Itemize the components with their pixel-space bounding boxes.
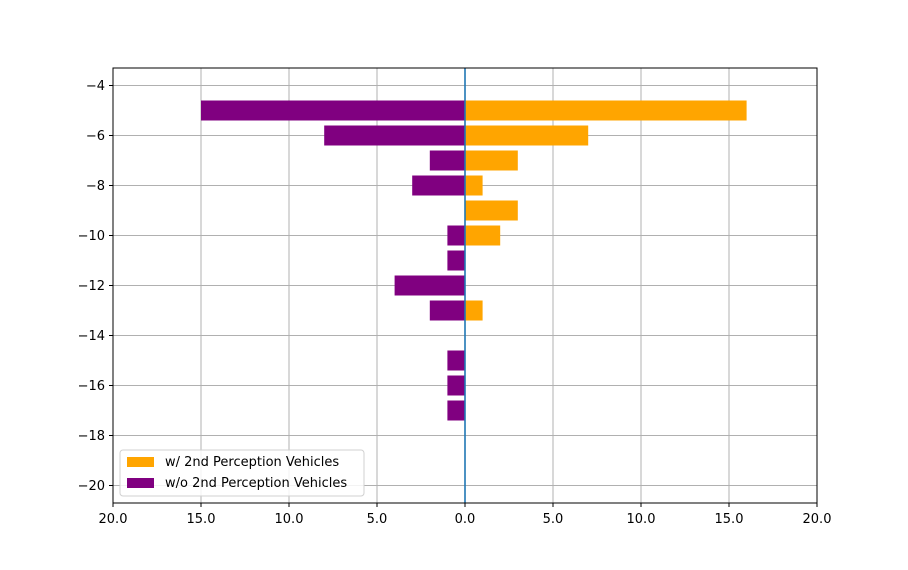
bar-without-perception [394,275,465,296]
x-tick-label: 10.0 [275,512,304,527]
bar-without-perception [447,350,465,371]
bar-with-perception [465,175,483,196]
x-tick-label: 20.0 [803,512,832,527]
legend-label-with-perception: w/ 2nd Perception Vehicles [165,455,339,470]
bar-without-perception [324,125,465,146]
legend-swatch-with-perception [127,457,154,467]
legend: w/ 2nd Perception Vehicles w/o 2nd Perce… [119,449,365,497]
bar-without-perception [447,400,465,421]
bar-with-perception [465,125,589,146]
bar-with-perception [465,200,518,221]
y-tick-label: −18 [78,429,105,444]
y-tick-label: −12 [78,279,105,294]
bar-without-perception [447,225,465,246]
y-tick-label: −6 [86,129,105,144]
y-tick-label: −20 [78,479,105,494]
legend-box [119,449,365,497]
y-tick-label: −8 [86,179,105,194]
x-tick-label: 10.0 [627,512,656,527]
bar-with-perception [465,150,518,171]
bar-with-perception [465,300,483,321]
y-tick-label: −4 [86,79,105,94]
bar-without-perception [429,300,465,321]
x-tick-label: 20.0 [99,512,128,527]
x-tick-label: 15.0 [187,512,216,527]
x-tick-label: 5.0 [367,512,388,527]
x-tick-label: 5.0 [543,512,564,527]
x-tick-label: 15.0 [715,512,744,527]
bar-without-perception [447,375,465,396]
bar-without-perception [447,250,465,271]
legend-swatch-without-perception [127,478,154,488]
bar-without-perception [201,100,465,121]
x-tick-label: 0.0 [455,512,476,527]
bar-without-perception [412,175,465,196]
y-tick-label: −16 [78,379,105,394]
bar-layer [201,100,747,421]
y-tick-label: −14 [78,329,105,344]
y-tick-label: −10 [78,229,105,244]
tick-layer: 20.0 15.0 10.0 5.0 0.0 5.0 10.0 15.0 20.0 −4 −6 −8 −… [78,79,832,527]
bar-without-perception [429,150,465,171]
bar-with-perception [465,225,501,246]
legend-label-without-perception: w/o 2nd Perception Vehicles [165,476,347,491]
bar-with-perception [465,100,747,121]
